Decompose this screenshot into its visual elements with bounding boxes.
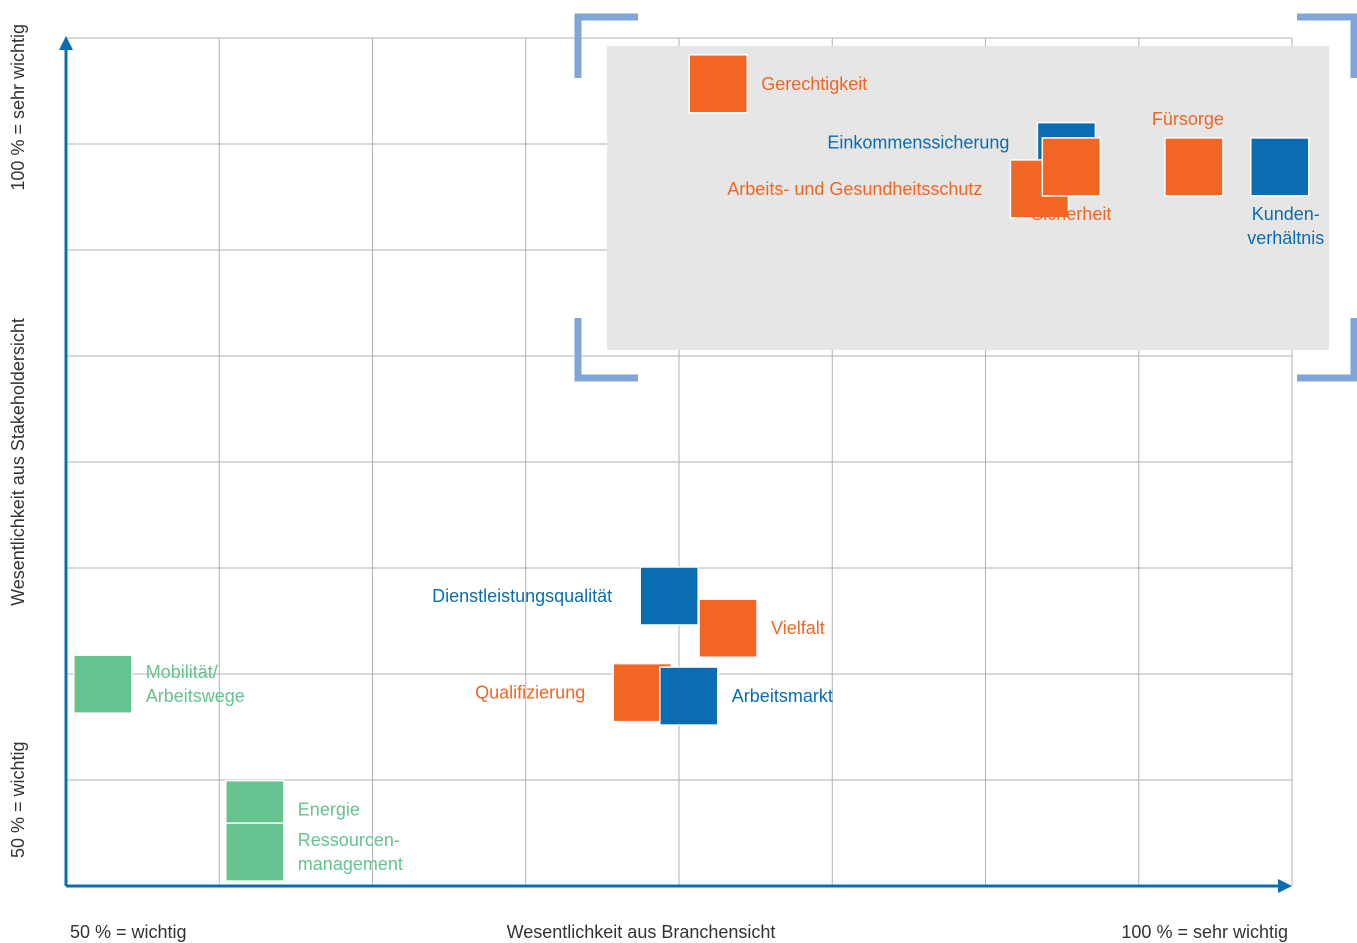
x-min-label: 50 % = wichtig (70, 922, 187, 942)
x-axis-title: Wesentlichkeit aus Branchensicht (507, 922, 776, 942)
bracket-bottom-left (574, 318, 638, 382)
y-max-label: 100 % = sehr wichtig (8, 24, 28, 191)
data-point-label: Energie (298, 800, 360, 820)
data-point-marker (659, 666, 719, 726)
data-points: Gerechtigkeit Einkommenssicherung Arbeits-… (73, 54, 1324, 882)
axes (59, 36, 1292, 893)
data-point-marker (688, 54, 748, 114)
data-point-label: Arbeitsmarkt (732, 686, 833, 706)
data-point-label: Arbeits- und Gesundheitsschutz (727, 179, 982, 199)
data-point-label: Ressourcen-management (298, 830, 403, 874)
data-point-label: Qualifizierung (475, 683, 585, 703)
data-point-label: Einkommenssicherung (827, 133, 1009, 153)
data-point-marker (73, 654, 133, 714)
data-point-marker (1041, 137, 1102, 197)
data-point-label: Vielfalt (771, 618, 825, 638)
data-point-label: Sicherheit (1031, 204, 1111, 224)
data-point-label: Kunden-verhältnis (1247, 204, 1324, 248)
y-axis-arrow (59, 36, 73, 50)
data-point-label: Dienstleistungsqualität (432, 586, 612, 606)
bracket-top-right (1297, 13, 1357, 78)
data-point-marker (1249, 137, 1310, 197)
bracket-top-left (574, 13, 638, 78)
bracket-bottom-right (1297, 318, 1357, 382)
y-min-label: 50 % = wichtig (8, 741, 28, 858)
data-point-marker (1164, 137, 1224, 197)
y-axis-title: Wesentlichkeit aus Stakeholdersicht (8, 318, 28, 606)
data-point-label: Fürsorge (1152, 109, 1224, 129)
data-point-label: Mobilität/Arbeitswege (146, 662, 245, 706)
data-point-label: Gerechtigkeit (761, 74, 867, 94)
x-max-label: 100 % = sehr wichtig (1121, 922, 1288, 942)
x-axis-arrow (1278, 879, 1292, 893)
data-point-marker (698, 598, 758, 658)
data-point-marker (225, 822, 285, 882)
data-point-marker (639, 566, 699, 626)
